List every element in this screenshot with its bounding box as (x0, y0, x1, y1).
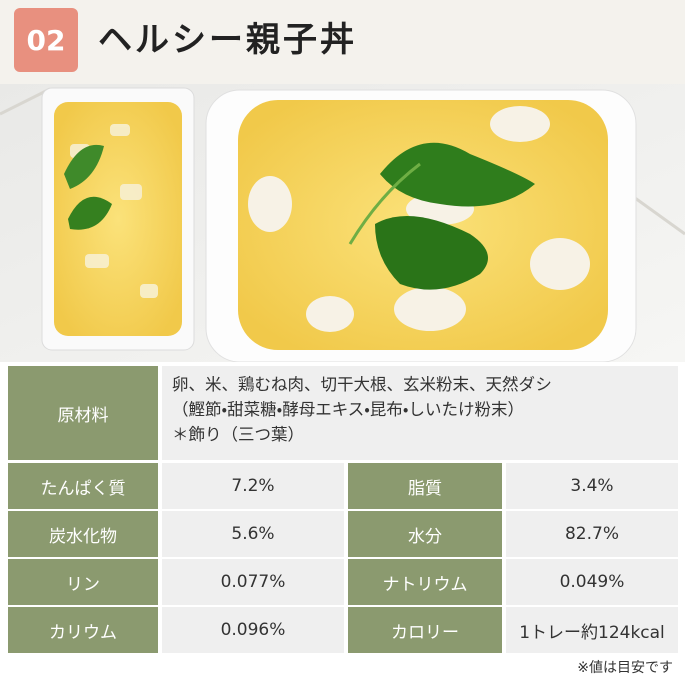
ingredients-line: （鰹節・甜菜糖・酵母エキス・昆布・しいたけ粉末） (172, 400, 524, 419)
label-cell: ナトリウム (348, 559, 502, 605)
header: 02 ヘルシー親子丼 (0, 0, 685, 84)
footnote: ※値は目安です (577, 660, 673, 676)
value-cell: 1トレー約124kcal (506, 607, 678, 653)
label-cell: リン (8, 559, 158, 605)
value-cell: 0.077% (162, 559, 344, 605)
title: ヘルシー親子丼 (98, 20, 357, 60)
food-photo (0, 84, 685, 362)
value-cell: 0.096% (162, 607, 344, 653)
value-cell: 82.7% (506, 511, 678, 557)
value-cell: 5.6% (162, 511, 344, 557)
value-cell: 3.4% (506, 463, 678, 509)
ingredients-line: 卵、米、鶏むね肉、切干大根、玄米粉末、天然ダシ (172, 375, 552, 394)
ingredients-cell: 卵、米、鶏むね肉、切干大根、玄米粉末、天然ダシ （鰹節・甜菜糖・酵母エキス・昆布… (162, 366, 678, 460)
value-cell: 7.2% (162, 463, 344, 509)
ingredients-line: ＊飾り（三つ葉） (172, 425, 304, 444)
label-cell: カロリー (348, 607, 502, 653)
label-cell: 原材料 (8, 366, 158, 460)
label-cell: たんぱく質 (8, 463, 158, 509)
number-badge: 02 (14, 8, 78, 72)
label-cell: 脂質 (348, 463, 502, 509)
label-cell: 水分 (348, 511, 502, 557)
value-cell: 0.049% (506, 559, 678, 605)
label-cell: カリウム (8, 607, 158, 653)
label-cell: 炭水化物 (8, 511, 158, 557)
